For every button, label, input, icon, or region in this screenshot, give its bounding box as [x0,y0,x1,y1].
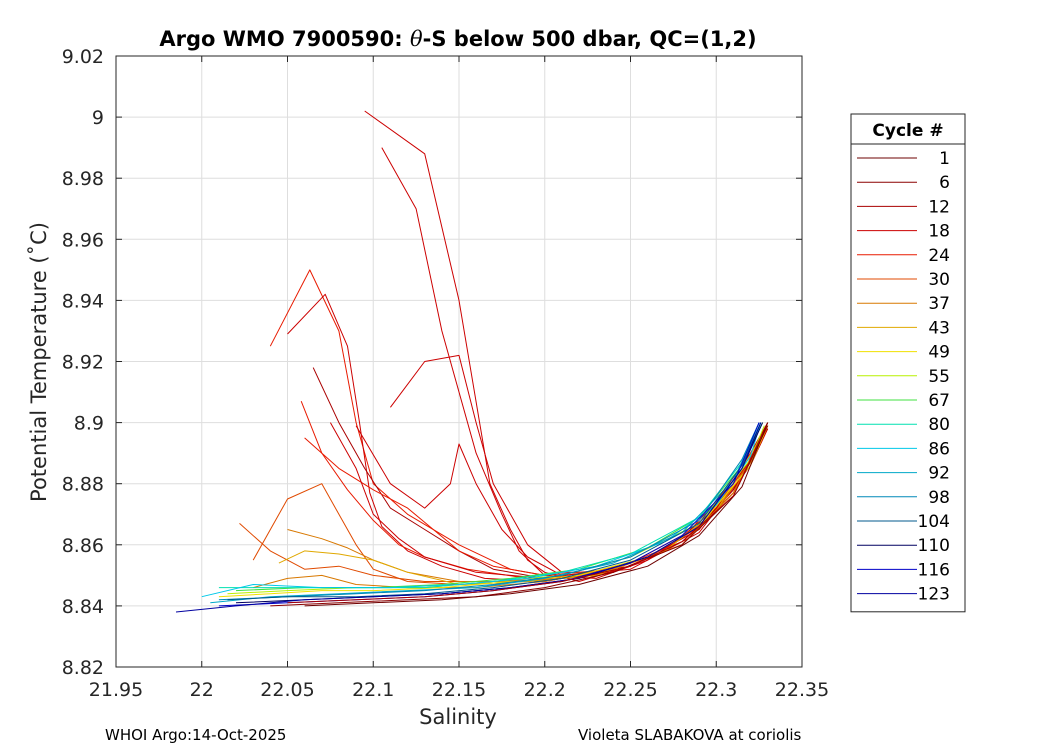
x-tick-label: 22.25 [603,679,657,701]
legend-box [850,113,966,613]
profile-line [210,422,760,604]
profile-line [287,293,769,582]
profile-line [218,422,760,601]
x-tick-label: 22 [190,679,214,701]
legend-label: 80 [928,415,950,435]
legend-label: 55 [928,367,950,387]
y-tick-label: 8.84 [62,596,104,618]
x-tick-label: 22.15 [432,679,486,701]
profile-line [227,422,762,601]
legend-label: 92 [928,464,950,484]
x-axis-label: Salinity [419,705,497,729]
legend-title: Cycle # [872,121,943,141]
x-tick-label: 21.95 [89,679,143,701]
profile-line [218,425,769,598]
y-tick-label: 9.02 [62,46,104,68]
footer-right: Violeta SLABAKOVA at coriolis [578,726,802,744]
y-tick-label: 8.96 [62,229,104,251]
profile-line [201,422,762,598]
x-tick-label: 22.35 [775,679,829,701]
series-layer [175,110,769,613]
chart-title-prefix: Argo WMO 7900590: [159,27,410,51]
x-tick-label: 22.3 [695,679,737,701]
legend-label: 12 [928,197,950,217]
profile-line [287,425,767,604]
profile-line [175,422,762,613]
profile-line [329,422,769,579]
legend-label: 37 [928,294,950,314]
x-axis-ticks: 21.95 22 22.05 22.1 22.15 22.2 22.25 22.3 22.35 [89,56,829,701]
x-tick-label: 22.2 [524,679,566,701]
y-tick-label: 8.98 [62,168,104,190]
y-tick-label: 9 [92,107,104,129]
x-tick-label: 22.05 [260,679,314,701]
legend-label: 24 [928,246,950,266]
legend-label: 30 [928,270,950,290]
legend-label: 123 [918,585,950,605]
profile-line [355,425,769,576]
legend-label: 1 [939,149,950,169]
y-tick-label: 8.94 [62,290,104,312]
legend-label: 116 [918,560,950,580]
x-tick-label: 22.1 [352,679,394,701]
y-tick-label: 8.88 [62,474,104,496]
profile-line [270,425,769,607]
y-tick-label: 8.92 [62,352,104,374]
profile-line [304,422,769,607]
chart-title-theta: θ [410,27,423,51]
legend-label: 98 [928,488,950,508]
chart-title: Argo WMO 7900590: θ-S below 500 dbar, QC… [159,27,756,51]
chart-title-suffix: -S below 500 dbar, QC=(1,2) [423,27,757,51]
legend-label: 43 [928,318,950,338]
y-tick-label: 8.9 [74,413,104,435]
legend-label: 104 [918,512,950,532]
footer-left: WHOI Argo:14-Oct-2025 [105,726,287,744]
legend-label: 86 [928,439,950,459]
legend-label: 110 [918,536,950,556]
y-axis-label: Potential Temperature (˚C) [27,222,51,502]
legend-items: 1 6 12 18 24 30 37 43 49 55 67 80 86 92 98 104 110 116 123 [857,149,950,605]
y-tick-label: 8.86 [62,535,104,557]
legend-label: 18 [928,222,950,242]
y-tick-label: 8.82 [62,657,104,679]
legend-label: 6 [939,173,950,193]
legend: Cycle # 16121824303743495567808692981041… [850,113,966,613]
legend-label: 67 [928,391,950,411]
legend-label: 49 [928,343,950,363]
y-axis-ticks: 8.82 8.84 8.86 8.88 8.9 8.92 8.94 8.96 8.98 9 9.02 [62,46,802,679]
